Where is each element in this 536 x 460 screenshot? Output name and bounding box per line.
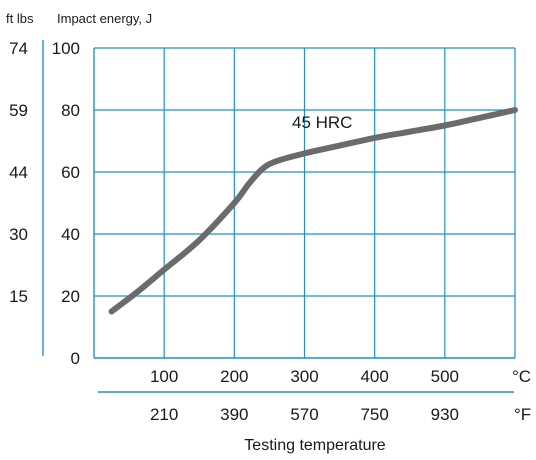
y-secondary-unit-label: ft lbs [6, 11, 34, 26]
x-secondary-tick-label: 570 [290, 405, 318, 424]
y-secondary-tick-label: 74 [9, 39, 28, 58]
y-tick-label: 80 [61, 101, 80, 120]
x-tick-label: 300 [290, 367, 318, 386]
x-axis-title: Testing temperature [244, 437, 386, 454]
x-secondary-tick-label: 750 [360, 405, 388, 424]
y-tick-label: 100 [52, 39, 80, 58]
x-tick-label: 500 [431, 367, 459, 386]
y-tick-label: 0 [71, 349, 80, 368]
tick-labels: 0 20 40 60 80 100 15 30 44 59 74 100 200 300 400 500 210… [9, 39, 459, 424]
x-tick-label: 100 [150, 367, 178, 386]
y-secondary-tick-label: 44 [9, 163, 28, 182]
y-axis-title: Impact energy, J [57, 11, 152, 26]
y-secondary-tick-label: 59 [9, 101, 28, 120]
y-secondary-tick-label: 15 [9, 287, 28, 306]
x-tick-label: 200 [220, 367, 248, 386]
x-secondary-tick-label: 390 [220, 405, 248, 424]
axes [42, 40, 515, 393]
x-tick-label: 400 [360, 367, 388, 386]
series-line-45-hrc [108, 107, 518, 315]
y-secondary-tick-label: 30 [9, 225, 28, 244]
y-tick-label: 60 [61, 163, 80, 182]
x-secondary-tick-label: 210 [150, 405, 178, 424]
x-secondary-unit-label: °F [514, 405, 531, 424]
y-tick-label: 40 [61, 225, 80, 244]
series-label-45-hrc: 45 HRC [292, 113, 352, 132]
x-secondary-tick-label: 930 [431, 405, 459, 424]
x-primary-unit-label: °C [512, 367, 531, 386]
grid [94, 47, 516, 358]
y-tick-label: 20 [61, 287, 80, 306]
